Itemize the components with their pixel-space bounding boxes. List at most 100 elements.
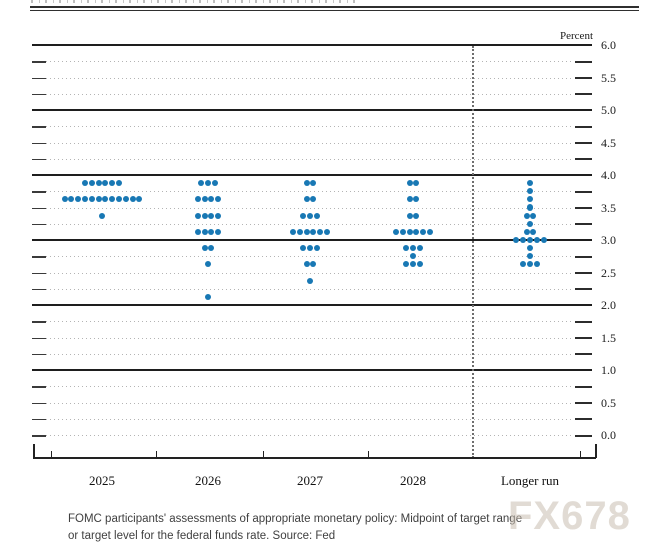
dot bbox=[88, 196, 95, 203]
dot bbox=[409, 253, 417, 260]
dot bbox=[303, 228, 310, 235]
gridline-dotted bbox=[46, 272, 574, 274]
gridline-left-dash bbox=[32, 126, 46, 128]
gridline-left-dash bbox=[32, 353, 46, 356]
dot bbox=[406, 212, 413, 219]
dot bbox=[109, 196, 116, 203]
gridline-left-dash bbox=[32, 386, 46, 388]
gridline-left-dash bbox=[32, 207, 46, 209]
gridline-left-dash bbox=[32, 321, 46, 323]
dot bbox=[75, 196, 82, 203]
dot bbox=[211, 180, 218, 187]
dot bbox=[194, 228, 201, 235]
dot bbox=[526, 196, 534, 203]
dot bbox=[115, 196, 123, 203]
gridline-dotted bbox=[46, 93, 574, 95]
gridline-left-dash bbox=[32, 61, 46, 63]
dot bbox=[300, 245, 307, 252]
x-axis-tick bbox=[156, 451, 158, 458]
dot bbox=[533, 261, 540, 268]
dot bbox=[520, 236, 527, 244]
gridline-dotted bbox=[46, 142, 574, 144]
x-axis-tick bbox=[368, 451, 370, 458]
dot bbox=[413, 180, 420, 187]
dot bbox=[420, 228, 427, 235]
gridline-left-dash bbox=[32, 77, 46, 79]
gridline-dotted bbox=[46, 77, 574, 79]
gridline-dotted bbox=[46, 207, 574, 209]
dot bbox=[201, 196, 208, 203]
gridline-right-dash bbox=[575, 337, 592, 339]
dot bbox=[399, 228, 406, 235]
gridline-dotted bbox=[46, 402, 574, 404]
dot bbox=[526, 253, 534, 260]
dot bbox=[306, 277, 314, 284]
dot bbox=[122, 196, 129, 203]
y-tick-label: 0.5 bbox=[601, 395, 616, 410]
dot bbox=[526, 245, 534, 252]
gridline-dotted bbox=[46, 337, 574, 339]
dot bbox=[416, 261, 423, 268]
gridline-right-dash bbox=[575, 385, 592, 388]
gridline-dotted bbox=[46, 256, 574, 258]
dot bbox=[98, 212, 106, 219]
dot bbox=[526, 180, 534, 187]
y-tick-label: 0.0 bbox=[601, 428, 616, 442]
x-axis-left-corner-tick bbox=[33, 444, 35, 458]
gridline-left-dash bbox=[32, 191, 46, 193]
gridline-right-dash bbox=[575, 272, 592, 274]
dot bbox=[204, 261, 212, 268]
gridline-left-dash bbox=[32, 93, 46, 96]
dot bbox=[208, 228, 215, 235]
dot bbox=[526, 220, 534, 227]
gridline-major bbox=[32, 369, 592, 371]
dot bbox=[61, 196, 68, 203]
dot bbox=[406, 196, 413, 203]
gridline-dotted bbox=[46, 126, 574, 128]
cropped-top-text bbox=[31, 0, 361, 3]
gridline-dotted bbox=[46, 191, 574, 193]
dot bbox=[204, 180, 212, 187]
y-tick-label: 1.0 bbox=[601, 363, 616, 377]
gridline-major bbox=[32, 109, 592, 111]
dot bbox=[413, 212, 420, 219]
gridline-dotted bbox=[46, 158, 574, 160]
x-axis-tick bbox=[263, 451, 265, 458]
dot bbox=[523, 228, 530, 235]
gridline-right-dash bbox=[575, 77, 592, 79]
gridline-right-dash bbox=[575, 402, 592, 404]
dot bbox=[303, 261, 310, 268]
dot bbox=[88, 180, 95, 187]
dot bbox=[526, 261, 534, 268]
dot bbox=[409, 261, 417, 268]
dot bbox=[296, 228, 303, 235]
gridline-dotted bbox=[46, 321, 574, 323]
gridline-major bbox=[32, 44, 592, 46]
dot bbox=[317, 228, 324, 235]
gridline-left-dash bbox=[32, 223, 46, 226]
gridline-right-dash bbox=[575, 190, 592, 193]
dot bbox=[215, 228, 222, 235]
gridline-left-dash bbox=[32, 402, 46, 404]
dot bbox=[540, 236, 547, 244]
fx678-watermark: FX678 bbox=[508, 494, 631, 538]
dot bbox=[526, 236, 534, 244]
dot bbox=[109, 180, 116, 187]
gridline-right-dash bbox=[575, 158, 592, 161]
gridline-dotted bbox=[46, 61, 574, 63]
dot bbox=[306, 245, 314, 252]
gridline-dotted bbox=[46, 288, 574, 290]
gridline-right-dash bbox=[575, 418, 592, 421]
dot bbox=[115, 180, 123, 187]
longer-run-separator-line bbox=[472, 46, 474, 458]
gridline-left-dash bbox=[32, 272, 46, 274]
dot bbox=[194, 196, 201, 203]
gridline-right-dash bbox=[575, 255, 592, 258]
dot bbox=[81, 196, 89, 203]
column-label-longer-run: Longer run bbox=[500, 473, 560, 488]
column-label-2027: 2027 bbox=[297, 473, 323, 488]
dot bbox=[310, 261, 317, 268]
dot bbox=[204, 293, 212, 300]
dot bbox=[313, 212, 320, 219]
y-tick-label: 5.0 bbox=[601, 103, 616, 117]
